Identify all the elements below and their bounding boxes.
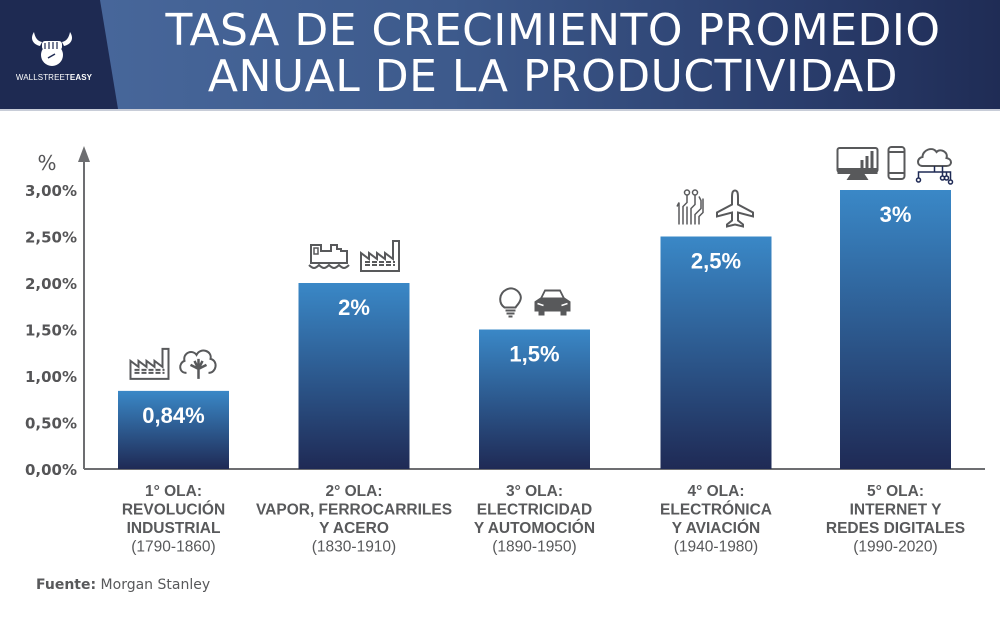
y-tick-label: 3,00% (25, 182, 77, 200)
bar (118, 390, 229, 469)
category-wave-label: 2° OLA: (325, 483, 382, 500)
category-period-label: (1830-1910) (312, 539, 396, 556)
page-title: TASA DE CRECIMIENTO PROMEDIO ANUAL DE LA… (118, 8, 988, 100)
bar (660, 236, 772, 469)
category-name-label: INTERNET Y (850, 502, 943, 519)
category-name-label: Y ACERO (319, 520, 389, 537)
y-tick-label: 2,00% (25, 275, 77, 293)
category-name-label: REDES DIGITALES (826, 520, 965, 537)
source-label: Fuente: (36, 577, 97, 593)
category-name-label: INDUSTRIAL (127, 520, 221, 537)
car-icon (533, 288, 572, 317)
airplane-icon (716, 189, 754, 228)
category-period-label: (1890-1950) (492, 539, 576, 556)
category-period-label: (1790-1860) (131, 539, 215, 556)
smartphone-icon (887, 146, 906, 180)
header-banner: WALLSTREETEASY TASA DE CRECIMIENTO PROME… (0, 0, 1000, 109)
category-period-label: (1940-1980) (674, 539, 758, 556)
bar (479, 329, 590, 469)
y-tick-label: 0,50% (25, 415, 77, 433)
factory-icon (129, 347, 170, 380)
y-tick-label: 1,00% (25, 368, 77, 386)
y-axis-arrow-icon (78, 146, 90, 162)
bar-value-label: 1,5% (509, 342, 559, 367)
bar (840, 190, 951, 469)
bull-fist-icon (32, 32, 72, 66)
category-name-label: REVOLUCIÓN (122, 501, 225, 519)
category-wave-label: 4° OLA: (687, 483, 744, 500)
bar-value-label: 2% (338, 295, 370, 320)
cotton-icon (178, 349, 217, 381)
bar (298, 283, 410, 469)
category-wave-label: 5° OLA: (867, 483, 924, 500)
category-name-label: ELECTRÓNICA (660, 501, 772, 519)
cloud-network-icon (915, 148, 954, 185)
category-name-label: Y AVIACIÓN (672, 519, 760, 537)
lightbulb-icon (499, 287, 522, 318)
title-line-2: ANUAL DE LA PRODUCTIVIDAD (207, 51, 899, 102)
category-wave-label: 3° OLA: (506, 483, 563, 500)
y-tick-label: 1,50% (25, 322, 77, 340)
title-line-1: TASA DE CRECIMIENTO PROMEDIO (165, 5, 941, 56)
category-name-label: VAPOR, FERROCARRILES (256, 502, 452, 519)
monitor-chart-icon (836, 147, 879, 181)
category-wave-label: 1° OLA: (145, 483, 202, 500)
circuit-icon (676, 189, 704, 226)
locomotive-icon (308, 244, 350, 269)
category-name-label: ELECTRICIDAD (477, 502, 592, 519)
header-divider (0, 109, 1000, 111)
source-note: Fuente: Morgan Stanley (36, 577, 210, 593)
source-value: Morgan Stanley (100, 577, 211, 593)
y-axis-unit-label: % (37, 151, 56, 175)
logo-wordmark: WALLSTREETEASY (15, 73, 93, 82)
category-period-label: (1990-2020) (853, 539, 937, 556)
category-name-label: Y AUTOMOCIÓN (474, 519, 595, 537)
y-tick-label: 2,50% (25, 229, 77, 247)
y-tick-label: 0,00% (25, 461, 77, 479)
factory-icon (360, 240, 400, 272)
bar-value-label: 3% (880, 202, 912, 227)
bar-value-label: 2,5% (691, 249, 741, 274)
bar-value-label: 0,84% (142, 403, 204, 428)
